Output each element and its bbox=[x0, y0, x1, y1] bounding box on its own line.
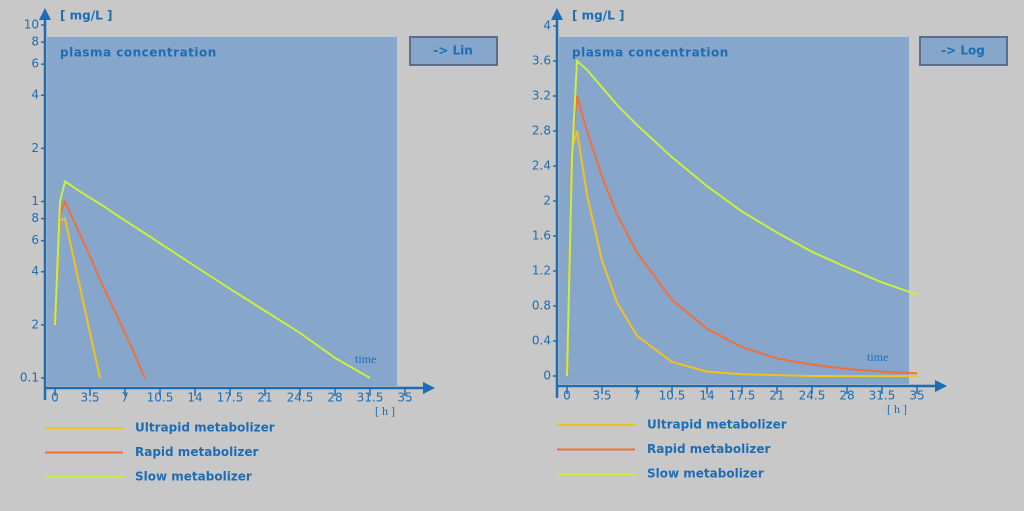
plot-title: plasma concentration bbox=[572, 46, 729, 60]
plot-area bbox=[47, 37, 397, 386]
x-tick-label: 10.5 bbox=[147, 391, 174, 405]
x-tick-label: 14 bbox=[699, 389, 714, 403]
x-tick-label: 17.5 bbox=[217, 391, 244, 405]
x-tick-label: 10.5 bbox=[659, 389, 686, 403]
y-tick-label: 0.4 bbox=[532, 334, 551, 348]
x-tick-label: 35 bbox=[397, 391, 412, 405]
y-axis-arrow bbox=[39, 8, 51, 20]
x-tick-label: 35 bbox=[909, 389, 924, 403]
x-axis-unit: [ h ] bbox=[887, 402, 907, 416]
y-tick-label: 4 bbox=[543, 19, 551, 33]
button-frame bbox=[919, 36, 1008, 66]
y-axis-label: [ mg/L ] bbox=[572, 9, 624, 23]
legend-label: Slow metabolizer bbox=[647, 467, 764, 481]
plot-area bbox=[559, 37, 909, 384]
x-tick-label: 21 bbox=[769, 389, 784, 403]
series-line bbox=[54, 179, 371, 379]
legend-label: Ultrapid metabolizer bbox=[135, 421, 275, 435]
x-tick-label: 28 bbox=[327, 391, 342, 405]
button-frame bbox=[409, 36, 498, 66]
scale-toggle-button[interactable]: -> Log bbox=[919, 36, 1008, 66]
y-axis-label: [ mg/L ] bbox=[60, 9, 112, 23]
y-tick-label: 3.2 bbox=[532, 89, 551, 103]
legend-label: Rapid metabolizer bbox=[135, 445, 258, 459]
y-tick-label: 0 bbox=[543, 369, 551, 383]
y-tick-label: 4 bbox=[31, 264, 39, 278]
x-axis-unit: [ h ] bbox=[375, 404, 395, 418]
legend-label: Rapid metabolizer bbox=[647, 442, 770, 456]
y-tick-label: 8 bbox=[31, 35, 39, 49]
y-tick-label: 6 bbox=[31, 57, 39, 71]
x-tick-label: 24.5 bbox=[799, 389, 826, 403]
x-axis-label: time bbox=[355, 352, 376, 366]
legend-label: Slow metabolizer bbox=[135, 470, 252, 484]
x-tick-label: 0 bbox=[563, 389, 571, 403]
x-tick-label: 14 bbox=[187, 391, 202, 405]
x-tick-label: 31.5 bbox=[357, 391, 384, 405]
x-axis-label: time bbox=[867, 350, 888, 364]
x-axis-arrow bbox=[423, 382, 435, 394]
x-tick-label: 17.5 bbox=[729, 389, 756, 403]
y-tick-label: 2 bbox=[543, 194, 551, 208]
scale-toggle-button[interactable]: -> Lin bbox=[409, 36, 498, 66]
y-tick-label: 8 bbox=[31, 211, 39, 225]
y-tick-label: 0.1 bbox=[20, 371, 39, 385]
plot-title: plasma concentration bbox=[60, 46, 217, 60]
x-axis-arrow bbox=[935, 380, 947, 392]
x-tick-label: 0 bbox=[51, 391, 59, 405]
y-tick-label: 3.6 bbox=[532, 54, 551, 68]
y-tick-label: 1 bbox=[31, 194, 39, 208]
x-tick-label: 7 bbox=[633, 389, 641, 403]
x-tick-label: 31.5 bbox=[869, 389, 896, 403]
y-tick-label: 1.6 bbox=[532, 229, 551, 243]
y-tick-label: 2.8 bbox=[532, 124, 551, 138]
x-tick-label: 7 bbox=[121, 391, 129, 405]
x-tick-label: 3.5 bbox=[80, 391, 99, 405]
button-label: -> Log bbox=[941, 44, 985, 58]
x-tick-label: 21 bbox=[257, 391, 272, 405]
button-label: -> Lin bbox=[433, 44, 473, 58]
y-tick-label: 10 bbox=[24, 18, 39, 32]
y-tick-label: 2 bbox=[31, 141, 39, 155]
x-tick-label: 24.5 bbox=[287, 391, 314, 405]
y-tick-label: 1.2 bbox=[532, 264, 551, 278]
x-tick-label: 28 bbox=[839, 389, 854, 403]
y-tick-label: 0.8 bbox=[532, 299, 551, 313]
x-tick-label: 3.5 bbox=[592, 389, 611, 403]
y-axis-arrow bbox=[551, 8, 563, 20]
series-line bbox=[566, 58, 918, 377]
series-line bbox=[54, 198, 146, 379]
legend-label: Ultrapid metabolizer bbox=[647, 418, 787, 432]
series-line bbox=[566, 95, 918, 377]
series-line bbox=[566, 130, 917, 377]
y-tick-label: 6 bbox=[31, 233, 39, 247]
y-tick-label: 2 bbox=[31, 317, 39, 331]
y-tick-label: 4 bbox=[31, 88, 39, 102]
y-tick-label: 2.4 bbox=[532, 159, 551, 173]
